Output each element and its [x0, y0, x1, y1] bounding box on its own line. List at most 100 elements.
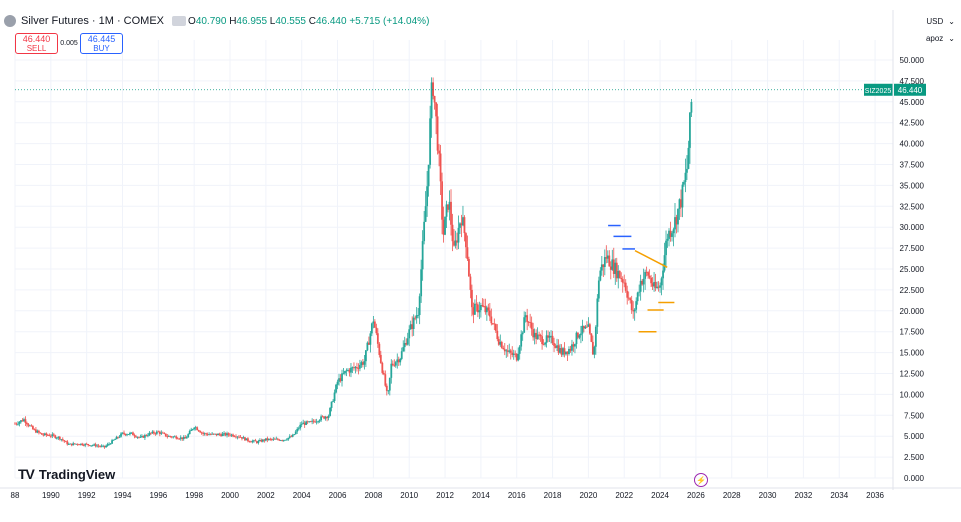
low-value: 40.555 — [275, 15, 306, 27]
candle-body — [167, 436, 170, 437]
scale-selector[interactable]: apoz ⌄ — [926, 34, 955, 43]
candle-body — [602, 264, 605, 268]
candle-body — [284, 439, 287, 441]
candle-body — [120, 433, 122, 437]
candle-body — [439, 153, 442, 182]
candle-body — [423, 221, 426, 242]
candle-body — [379, 354, 382, 363]
candle-body — [202, 432, 205, 434]
x-tick-label: 2020 — [579, 491, 597, 500]
candle-body — [254, 440, 257, 442]
tradingview-logo[interactable]: TV TradingView — [18, 466, 115, 482]
candle-body — [326, 416, 328, 419]
candle-body — [138, 436, 140, 438]
y-tick-label: 47.500 — [900, 77, 925, 86]
candle-body — [533, 332, 536, 338]
buy-button[interactable]: 46.445 BUY — [80, 33, 123, 54]
sell-button[interactable]: 46.440 SELL — [15, 33, 58, 54]
candle-body — [359, 365, 361, 369]
candle-body — [93, 444, 96, 446]
candle-body — [621, 279, 624, 283]
candle-body — [678, 199, 681, 209]
candle-body — [185, 437, 188, 439]
y-tick-label: 12.500 — [900, 370, 925, 379]
more-icon[interactable] — [172, 16, 187, 26]
x-tick-label: 2028 — [723, 491, 741, 500]
candle-body — [348, 369, 351, 373]
candle-body — [320, 416, 323, 421]
candle-body — [129, 432, 131, 435]
candle-body — [309, 421, 312, 423]
candle-body — [653, 281, 655, 287]
x-tick-label: 2030 — [759, 491, 777, 500]
candle-body — [194, 427, 197, 429]
candle-body — [577, 332, 579, 338]
candle-body — [581, 325, 584, 334]
candle-body — [121, 432, 124, 434]
candle-body — [454, 240, 457, 246]
candle-body — [351, 367, 354, 369]
candle-body — [275, 438, 278, 440]
sell-label: SELL — [26, 43, 47, 53]
candle-body — [206, 434, 209, 435]
candle-body — [475, 303, 478, 305]
candle-body — [278, 439, 281, 441]
candle-body — [629, 298, 632, 301]
candle-body — [332, 400, 334, 402]
candle-body — [672, 229, 675, 234]
candle-body — [668, 230, 670, 239]
x-tick-label: 2002 — [257, 491, 275, 500]
y-tick-label: 32.500 — [900, 202, 925, 211]
candle-body — [481, 305, 484, 307]
candle-body — [411, 324, 414, 329]
candle-body — [46, 434, 49, 436]
lightning-icon[interactable]: ⚡ — [694, 473, 708, 487]
candle-body — [193, 427, 196, 430]
symbol-title[interactable]: Silver Futures · 1M · COMEX — [21, 15, 165, 27]
candle-body — [63, 440, 66, 442]
candle-body — [494, 324, 497, 331]
candle-body — [650, 277, 653, 284]
candle-body — [81, 443, 84, 446]
candle-body — [241, 437, 243, 439]
candle-body — [187, 434, 190, 438]
candle-body — [279, 440, 282, 442]
candle-body — [324, 416, 327, 419]
candle-body — [536, 334, 539, 340]
candle-body — [61, 439, 64, 441]
candle-body — [578, 335, 581, 338]
candle-body — [105, 445, 107, 448]
candle-body — [603, 257, 606, 268]
candle-body — [396, 359, 399, 363]
candle-body — [191, 429, 194, 430]
candle-body — [209, 434, 212, 436]
candle-body — [311, 420, 314, 422]
candle-body — [282, 439, 285, 441]
candle-body — [333, 392, 336, 401]
x-tick-label: 1992 — [78, 491, 96, 500]
candle-body — [247, 438, 249, 442]
candle-body — [39, 432, 42, 434]
candle-body — [203, 433, 206, 435]
candle-body — [315, 421, 318, 423]
candle-body — [485, 307, 488, 313]
x-tick-label: 2000 — [221, 491, 239, 500]
candle-body — [40, 433, 43, 435]
candle-body — [236, 436, 239, 438]
candle-body — [30, 425, 33, 427]
candle-body — [48, 435, 51, 437]
candle-body — [681, 184, 684, 208]
currency-selector[interactable]: USD ⌄ — [926, 17, 955, 26]
candle-body — [373, 321, 376, 328]
candle-body — [267, 438, 270, 441]
candle-body — [329, 407, 331, 416]
candle-body — [158, 431, 161, 434]
candle-body — [299, 424, 302, 429]
candle-body — [432, 82, 434, 96]
candle-body — [347, 369, 349, 371]
candle-body — [176, 438, 179, 440]
candle-body — [88, 445, 91, 446]
x-tick-label: 1994 — [114, 491, 132, 500]
candle-body — [551, 335, 554, 344]
